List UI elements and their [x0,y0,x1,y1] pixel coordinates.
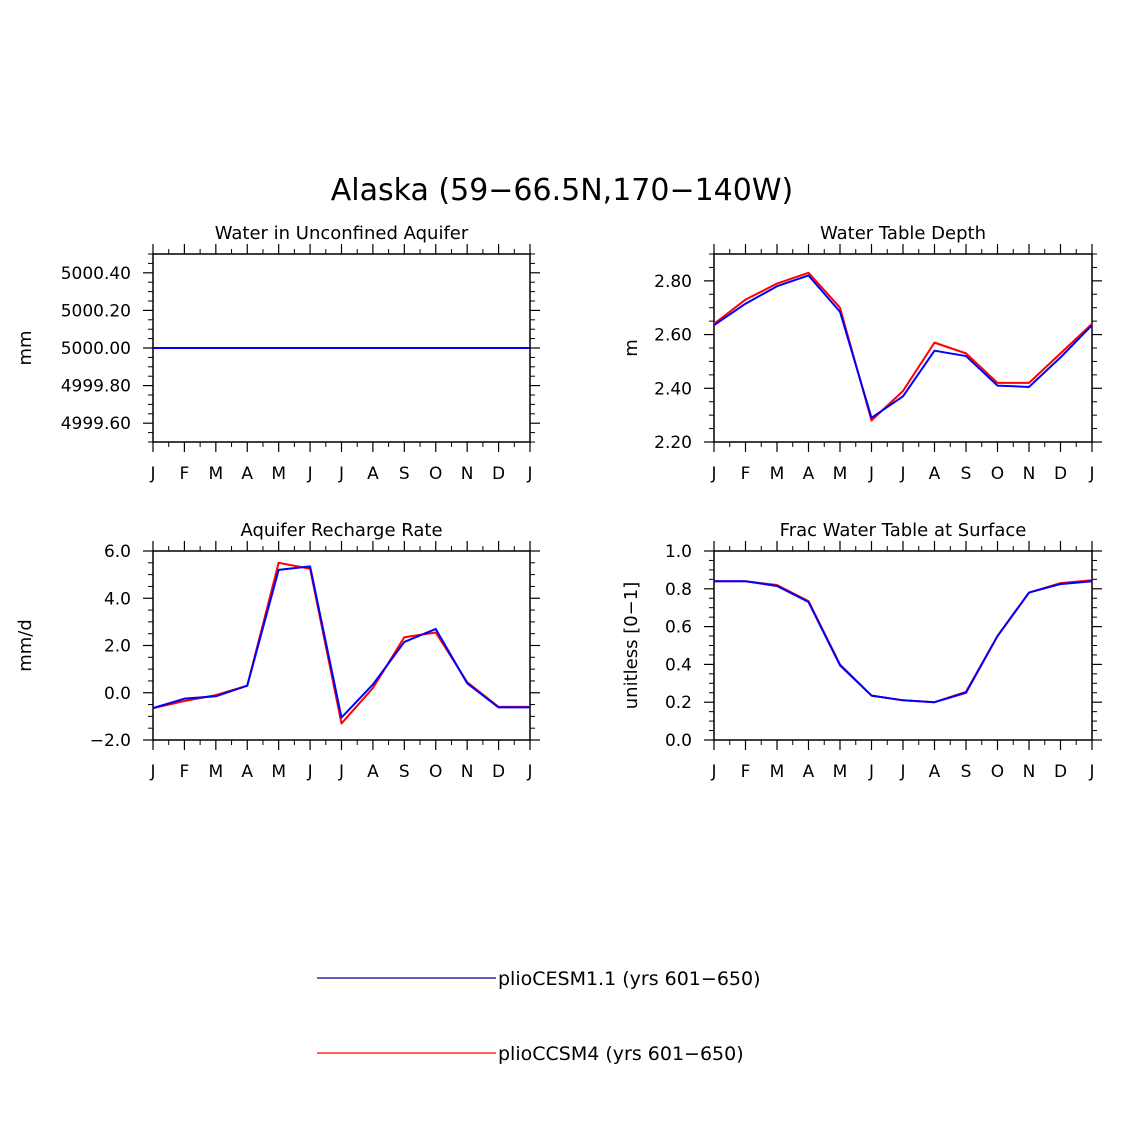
x-tick-label: J [710,762,716,782]
x-tick-label: A [803,464,815,484]
x-tick-label: F [180,762,190,782]
x-tick-label: J [307,464,313,484]
x-tick-label: M [208,464,223,484]
y-tick-label: 2.0 [104,637,131,657]
x-tick-label: F [180,464,190,484]
y-tick-label: 2.40 [654,379,692,399]
x-tick-label: M [833,762,848,782]
plot-frame [713,253,1093,443]
x-tick-label: O [429,464,442,484]
y-tick-label: 5000.00 [61,339,131,359]
x-tick-label: F [741,762,751,782]
series-line-plioCESM1.1 [714,580,1093,704]
y-tick-label: 2.80 [654,272,692,292]
x-tick-label: M [770,762,785,782]
x-tick-label: J [338,464,344,484]
series-line-plioCESM1.1 [713,274,1093,419]
x-tick-label: S [961,464,972,484]
x-tick-label: O [429,762,442,782]
y-tick-label: 0.0 [104,684,131,704]
x-tick-label: F [741,464,751,484]
series-line-plioCCSM4 [713,271,1093,422]
x-tick-label: A [929,762,941,782]
x-tick-label: O [991,762,1004,782]
x-tick-label: J [307,762,313,782]
x-tick-label: N [1023,464,1036,484]
y-tick-label: 0.4 [665,655,692,675]
x-tick-label: M [271,762,286,782]
x-tick-label: A [929,464,941,484]
x-tick-label: J [149,464,155,484]
x-tick-label: N [461,464,474,484]
panel-title: Water Table Depth [820,223,986,244]
series-line-plioCCSM4 [152,561,530,725]
x-tick-label: O [991,464,1004,484]
x-tick-label: N [1023,762,1036,782]
y-tick-label: 2.60 [654,326,692,346]
x-tick-label: J [1088,464,1094,484]
y-tick-label: 2.20 [654,433,692,453]
figure-title: Alaska (59−66.5N,170−140W) [331,173,793,208]
y-axis-label: mm [15,330,36,365]
x-tick-label: A [367,762,379,782]
series-line-plioCESM1.1 [152,565,530,719]
panel-title: Water in Unconfined Aquifer [215,223,469,244]
x-tick-label: J [338,762,344,782]
y-tick-label: 0.0 [665,731,692,751]
x-tick-label: S [399,464,410,484]
x-tick-label: A [367,464,379,484]
x-tick-label: J [868,762,874,782]
y-tick-label: 4999.60 [61,414,131,434]
panel-title: Aquifer Recharge Rate [240,520,442,541]
x-tick-label: D [1054,762,1067,782]
x-tick-label: M [770,464,785,484]
y-axis-label: m [621,339,642,357]
x-tick-label: A [803,762,815,782]
y-tick-label: 5000.20 [61,301,131,321]
x-tick-label: S [961,762,972,782]
plot-frame [713,550,1093,741]
y-tick-label: 4999.80 [61,377,131,397]
x-tick-label: J [868,464,874,484]
plot-frame [152,550,531,741]
x-tick-label: J [526,464,532,484]
y-tick-label: 0.6 [665,618,692,638]
x-tick-label: J [1088,762,1094,782]
x-tick-label: M [271,464,286,484]
panel-title: Frac Water Table at Surface [780,520,1027,541]
y-tick-label: 6.0 [104,542,131,562]
legend-label: plioCCSM4 (yrs 601−650) [498,1043,744,1065]
x-tick-label: A [241,762,253,782]
x-tick-label: J [526,762,532,782]
y-tick-label: 0.2 [665,693,692,713]
legend: plioCESM1.1 (yrs 601−650) plioCCSM4 (yrs … [317,968,761,1065]
x-tick-label: N [461,762,474,782]
x-tick-label: D [492,464,505,484]
x-tick-label: D [1054,464,1067,484]
x-tick-label: J [149,762,155,782]
y-tick-label: 0.8 [665,580,692,600]
x-tick-label: M [208,762,223,782]
x-tick-label: M [833,464,848,484]
x-tick-label: J [899,464,905,484]
legend-label: plioCESM1.1 (yrs 601−650) [498,968,761,990]
y-axis-label: unitless [0−1] [621,582,642,709]
x-tick-label: J [899,762,905,782]
y-tick-label: 1.0 [665,542,692,562]
y-tick-label: −2.0 [90,731,131,751]
x-tick-label: J [710,464,716,484]
x-tick-label: A [241,464,253,484]
y-axis-label: mm/d [15,619,36,672]
y-tick-label: 5000.40 [61,264,131,284]
y-tick-label: 4.0 [104,589,131,609]
x-tick-label: S [399,762,410,782]
x-tick-label: D [492,762,505,782]
series-line-plioCCSM4 [714,579,1093,704]
